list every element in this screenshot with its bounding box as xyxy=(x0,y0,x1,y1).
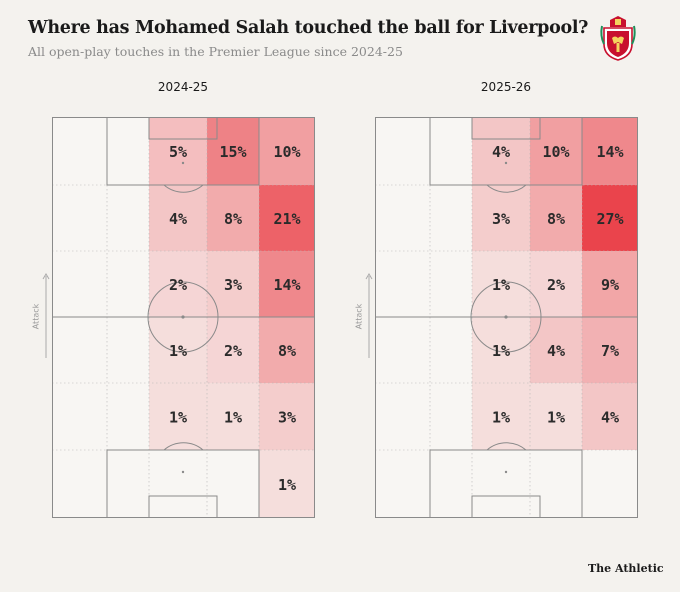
heat-cell xyxy=(472,117,530,185)
heat-cell xyxy=(582,251,638,317)
heat-cell xyxy=(149,317,207,383)
cell-value-label: 1% xyxy=(224,409,242,427)
pitch-heatmap-2024-25: 5% 15% 10% 4% 8% 21% 2% 3% 14% 1% 2% 8% 1% 1% 3% 1% xyxy=(52,117,315,518)
cell-value-label: 14% xyxy=(596,143,623,161)
heat-cell xyxy=(259,383,315,450)
chart-title: Where has Mohamed Salah touched the ball… xyxy=(28,18,589,38)
top-penalty-spot xyxy=(504,161,508,165)
season-label-2024-25: 2024-25 xyxy=(157,80,209,94)
attack-arrow-icon xyxy=(365,273,373,358)
top-penalty-box xyxy=(106,117,260,186)
liverpool-crest-icon xyxy=(600,16,636,61)
heat-cell xyxy=(530,185,582,251)
centre-circle xyxy=(147,281,219,353)
heat-cell xyxy=(582,317,638,383)
top-penalty-arc xyxy=(486,184,527,193)
attack-label-right: Attack xyxy=(354,303,364,330)
top-six-yard-box xyxy=(148,117,218,140)
heat-cell xyxy=(472,185,530,251)
bottom-penalty-arc xyxy=(163,442,204,451)
top-six-yard-box xyxy=(471,117,541,140)
heat-cell xyxy=(259,117,315,185)
heat-cell xyxy=(207,117,259,185)
heat-cell xyxy=(530,317,582,383)
bottom-six-yard-box xyxy=(471,495,541,518)
cell-value-label: 10% xyxy=(542,143,569,161)
attack-label-left: Attack xyxy=(31,303,41,330)
chart-subtitle: All open-play touches in the Premier Lea… xyxy=(28,44,403,59)
heat-cell xyxy=(207,383,259,450)
heat-cell xyxy=(207,317,259,383)
cell-value-label: 4% xyxy=(169,210,187,228)
bottom-penalty-box xyxy=(429,449,583,518)
cell-value-label: 15% xyxy=(219,143,246,161)
cell-value-label: 3% xyxy=(278,409,296,427)
heat-cell xyxy=(259,450,315,518)
cell-value-label: 9% xyxy=(601,276,619,294)
heat-cell xyxy=(149,185,207,251)
cell-value-label: 8% xyxy=(547,210,565,228)
cell-value-label: 4% xyxy=(547,342,565,360)
heat-cell xyxy=(582,117,638,185)
cell-value-label: 8% xyxy=(224,210,242,228)
bottom-six-yard-box xyxy=(148,495,218,518)
bottom-penalty-box xyxy=(106,449,260,518)
cell-value-label: 4% xyxy=(601,409,619,427)
heat-cell xyxy=(472,383,530,450)
pitch-heatmap-2025-26: 4% 10% 14% 3% 8% 27% 1% 2% 9% 1% 4% 7% 1% 1% 4% xyxy=(375,117,638,518)
heat-cell xyxy=(149,251,207,317)
heat-cell xyxy=(259,317,315,383)
cell-value-label: 8% xyxy=(278,342,296,360)
cell-value-label: 5% xyxy=(169,143,187,161)
top-penalty-spot xyxy=(181,161,185,165)
centre-circle xyxy=(470,281,542,353)
heat-cell xyxy=(259,251,315,317)
cell-value-label: 27% xyxy=(596,210,623,228)
centre-spot xyxy=(504,315,508,319)
bottom-penalty-arc xyxy=(486,442,527,451)
cell-value-label: 2% xyxy=(224,342,242,360)
heat-cell xyxy=(582,185,638,251)
cell-value-label: 7% xyxy=(601,342,619,360)
cell-value-label: 2% xyxy=(169,276,187,294)
cell-value-label: 1% xyxy=(492,276,510,294)
heat-cell xyxy=(582,383,638,450)
cell-value-label: 10% xyxy=(273,143,300,161)
heat-cell xyxy=(530,117,582,185)
heat-cell xyxy=(149,117,207,185)
heat-cell xyxy=(530,251,582,317)
top-penalty-box xyxy=(429,117,583,186)
cell-value-label: 14% xyxy=(273,276,300,294)
heat-cell xyxy=(207,185,259,251)
cell-value-label: 1% xyxy=(278,476,296,494)
centre-spot xyxy=(181,315,185,319)
cell-value-label: 1% xyxy=(169,409,187,427)
cell-value-label: 3% xyxy=(492,210,510,228)
cell-value-label: 4% xyxy=(492,143,510,161)
cell-value-label: 1% xyxy=(547,409,565,427)
cell-value-label: 2% xyxy=(547,276,565,294)
cell-value-label: 1% xyxy=(169,342,187,360)
cell-value-label: 3% xyxy=(224,276,242,294)
heat-cell xyxy=(530,383,582,450)
cell-value-label: 21% xyxy=(273,210,300,228)
credit-logo: The Athletic xyxy=(588,562,664,575)
heat-cell xyxy=(472,251,530,317)
cell-value-label: 1% xyxy=(492,342,510,360)
heat-cell xyxy=(207,251,259,317)
heat-cell xyxy=(259,185,315,251)
season-label-2025-26: 2025-26 xyxy=(480,80,532,94)
attack-arrow-icon xyxy=(42,273,50,358)
top-penalty-arc xyxy=(163,184,204,193)
heat-cell xyxy=(472,317,530,383)
cell-value-label: 1% xyxy=(492,409,510,427)
bottom-penalty-spot xyxy=(504,470,508,474)
heat-cell xyxy=(149,383,207,450)
bottom-penalty-spot xyxy=(181,470,185,474)
